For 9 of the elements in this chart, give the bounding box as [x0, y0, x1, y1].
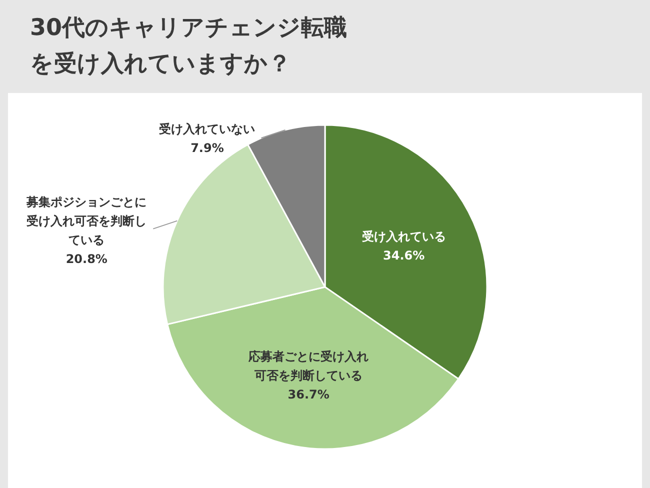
data-label: 36.7%: [288, 388, 330, 402]
data-label: 34.6%: [383, 248, 425, 263]
slice-label: 応募者ごとに受け入れ可否を判断している: [248, 350, 369, 383]
data-label: 7.9%: [190, 140, 224, 155]
slice-label: 受け入れている: [360, 230, 446, 244]
slice-label: 募集ポジションごとに受け入れ可否を判断している: [26, 194, 147, 247]
chart-title: 30代のキャリアチェンジ転職を受け入れていますか？: [30, 15, 348, 77]
slice-label: 受け入れていない: [158, 122, 256, 136]
data-label: 20.8%: [66, 252, 108, 266]
